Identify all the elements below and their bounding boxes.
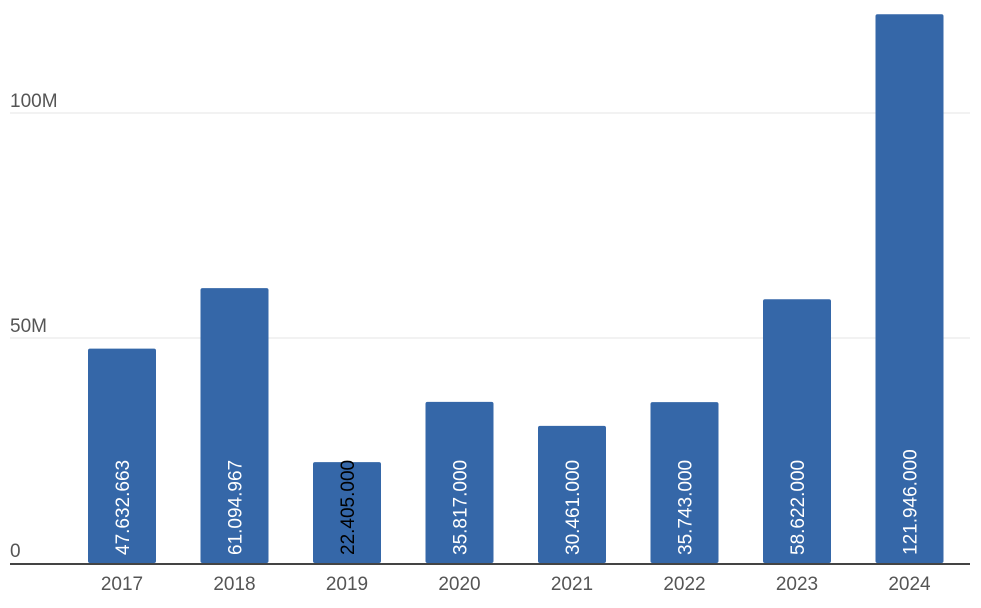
data-label-2021: 30.461.000 <box>563 460 584 555</box>
x-tick-label-2017: 2017 <box>101 574 143 595</box>
x-tick-label-2024: 2024 <box>888 574 931 595</box>
bar-2021 <box>538 425 606 563</box>
x-tick-label-2018: 2018 <box>213 574 255 595</box>
bar-2022 <box>650 402 719 563</box>
y-tick-label: 50M <box>10 316 47 337</box>
x-tick-label-2023: 2023 <box>776 574 818 595</box>
x-tick-label-2022: 2022 <box>663 574 705 595</box>
x-tick-label-2019: 2019 <box>326 574 368 595</box>
data-label-2019: 22.405.000 <box>338 460 359 555</box>
bar-2020 <box>425 401 494 563</box>
y-tick-label: 0 <box>10 541 21 562</box>
x-tick-label-2020: 2020 <box>438 574 480 595</box>
data-label-2018: 61.094.967 <box>226 460 247 555</box>
data-labels: 47.632.663 61.094.967 22.405.000 35.817.000… <box>113 449 922 555</box>
data-label-2020: 35.817.000 <box>451 460 472 555</box>
data-label-2024: 121.946.000 <box>901 449 922 555</box>
x-axis-ticks: 2017 2018 2019 2020 2021 2022 2023 2024 <box>101 574 931 595</box>
bar-2019 <box>313 462 381 563</box>
y-tick-label: 100M <box>10 91 58 112</box>
bar-2017 <box>88 348 156 563</box>
y-axis-ticks: 0 50M 100M <box>10 91 58 562</box>
bar-2018 <box>200 288 269 563</box>
data-label-2023: 58.622.000 <box>788 460 809 555</box>
bar-2023 <box>763 299 831 563</box>
x-tick-label-2021: 2021 <box>551 574 593 595</box>
data-label-2017: 47.632.663 <box>113 460 134 555</box>
data-label-2022: 35.743.000 <box>676 460 697 555</box>
bars <box>88 14 944 564</box>
bar-2024 <box>875 14 944 564</box>
